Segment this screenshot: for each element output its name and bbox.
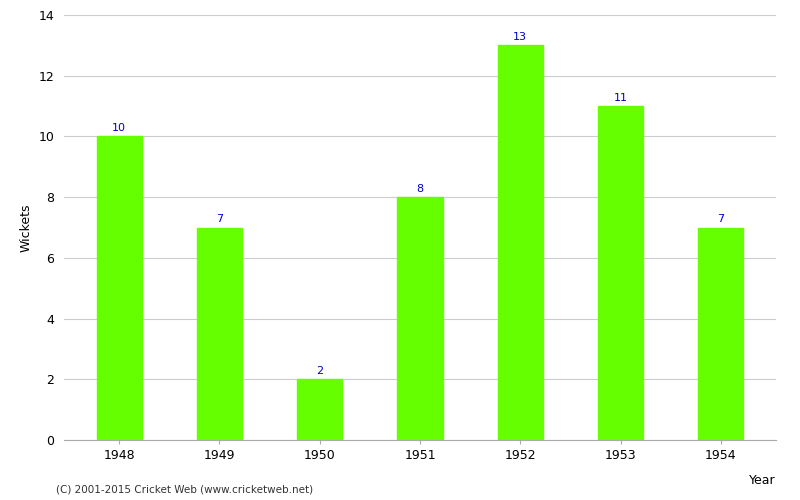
Bar bbox=[598, 106, 643, 440]
Text: 7: 7 bbox=[216, 214, 223, 224]
Bar bbox=[197, 228, 242, 440]
Bar bbox=[398, 197, 442, 440]
Text: 7: 7 bbox=[718, 214, 725, 224]
Text: 10: 10 bbox=[112, 124, 126, 134]
Text: 2: 2 bbox=[316, 366, 323, 376]
Text: (C) 2001-2015 Cricket Web (www.cricketweb.net): (C) 2001-2015 Cricket Web (www.cricketwe… bbox=[56, 485, 313, 495]
Bar bbox=[698, 228, 743, 440]
Text: Year: Year bbox=[750, 474, 776, 487]
Text: 13: 13 bbox=[514, 32, 527, 42]
Bar bbox=[498, 46, 543, 440]
Y-axis label: Wickets: Wickets bbox=[20, 203, 33, 252]
Bar bbox=[97, 136, 142, 440]
Text: 8: 8 bbox=[417, 184, 423, 194]
Bar bbox=[297, 380, 342, 440]
Text: 11: 11 bbox=[614, 93, 627, 103]
